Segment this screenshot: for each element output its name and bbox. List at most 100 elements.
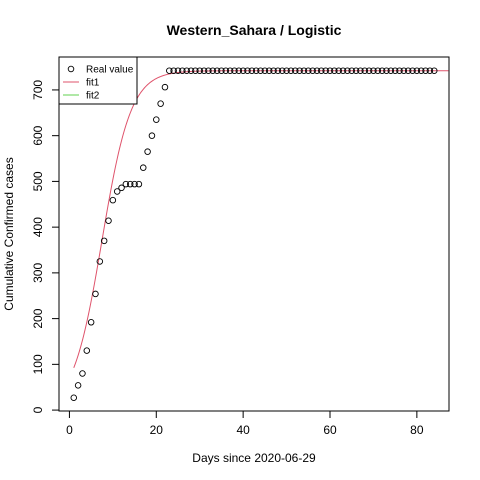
data-point <box>74 382 82 389</box>
legend-label: fit1 <box>86 78 100 89</box>
data-point <box>374 67 382 74</box>
data-point <box>339 67 347 74</box>
data-point <box>196 67 203 74</box>
legend: Real value fit1 fit2 <box>58 56 138 105</box>
data-point <box>153 116 160 123</box>
data-point <box>105 217 112 224</box>
data-point <box>292 67 299 74</box>
data-point <box>239 67 247 74</box>
data-point <box>383 67 390 74</box>
y-tick-label: 700 <box>31 80 45 100</box>
x-tick-label: 20 <box>150 423 164 437</box>
data-point <box>131 180 138 188</box>
data-point <box>109 196 117 204</box>
data-point <box>413 67 421 74</box>
x-tick-label: 60 <box>323 423 337 437</box>
data-point <box>344 67 351 74</box>
data-point <box>309 67 316 74</box>
data-point <box>287 67 295 74</box>
data-point <box>361 67 368 74</box>
y-tick-label: 300 <box>31 263 45 283</box>
data-point <box>179 67 186 74</box>
data-point <box>113 188 121 195</box>
data-point <box>274 67 282 74</box>
data-point <box>322 67 329 74</box>
data-point <box>252 67 260 74</box>
data-point <box>335 67 342 74</box>
data-point <box>174 67 182 74</box>
plot-area: 0 20 40 60 80 0 100 200 300 400 500 600 700 Real valu… <box>31 56 450 437</box>
data-point <box>305 67 312 74</box>
x-axis-label: Days since 2020-06-29 <box>192 451 316 465</box>
data-point <box>231 67 238 74</box>
data-point <box>348 67 355 74</box>
x-tick-label: 40 <box>236 423 250 437</box>
data-point <box>257 67 264 74</box>
data-point <box>378 67 386 74</box>
data-point <box>357 67 364 74</box>
data-point <box>417 67 425 74</box>
data-point <box>222 67 230 74</box>
data-point <box>87 319 95 326</box>
y-tick-label: 500 <box>31 171 45 191</box>
x-tick-label: 80 <box>410 423 424 437</box>
data-point <box>365 67 373 74</box>
y-tick-label: 400 <box>31 217 45 237</box>
data-point <box>430 67 438 74</box>
data-point <box>313 67 321 74</box>
data-point <box>170 67 177 74</box>
data-point <box>148 132 156 139</box>
plot-frame <box>58 56 450 412</box>
data-point <box>161 83 169 91</box>
data-point <box>422 67 429 74</box>
data-point <box>391 67 399 74</box>
y-tick-label: 600 <box>31 125 45 145</box>
y-axis-label: Cumulative Confirmed cases <box>2 157 16 310</box>
data-point <box>235 67 243 74</box>
data-point <box>209 67 216 74</box>
data-point <box>318 67 325 74</box>
data-point <box>100 237 108 245</box>
data-point <box>213 67 221 74</box>
data-point <box>270 67 277 74</box>
y-tick-label: 200 <box>31 308 45 328</box>
legend-marker-point <box>67 65 75 73</box>
data-point <box>396 67 403 74</box>
legend-label: Real value <box>86 65 134 76</box>
data-point <box>370 67 377 74</box>
data-point <box>426 67 434 74</box>
data-point <box>265 67 273 74</box>
data-point <box>244 67 251 74</box>
chart-title: Western_Sahara / Logistic <box>167 22 342 38</box>
data-point <box>331 67 338 74</box>
data-point <box>166 67 173 74</box>
data-point <box>326 67 334 74</box>
data-point <box>404 67 412 74</box>
data-point <box>92 290 99 298</box>
data-point <box>248 67 256 74</box>
data-point <box>187 67 195 74</box>
legend-box <box>58 56 138 105</box>
data-point <box>283 67 290 74</box>
legend-label: fit2 <box>86 91 100 102</box>
y-tick-label: 0 <box>31 406 45 413</box>
data-point <box>352 67 360 74</box>
data-point <box>144 148 151 155</box>
data-point <box>226 67 234 74</box>
data-point <box>278 67 286 74</box>
data-point <box>409 67 416 74</box>
data-point <box>157 100 164 107</box>
data-point <box>83 347 91 354</box>
x-tick-label: 0 <box>66 423 73 437</box>
data-point <box>218 67 225 74</box>
data-point <box>79 370 86 377</box>
y-tick-label: 100 <box>31 354 45 374</box>
data-point <box>140 164 147 171</box>
data-point <box>135 180 143 188</box>
data-point <box>122 180 130 188</box>
data-point <box>192 67 199 74</box>
data-point <box>200 67 208 74</box>
data-point <box>400 67 408 74</box>
data-point <box>300 67 308 74</box>
